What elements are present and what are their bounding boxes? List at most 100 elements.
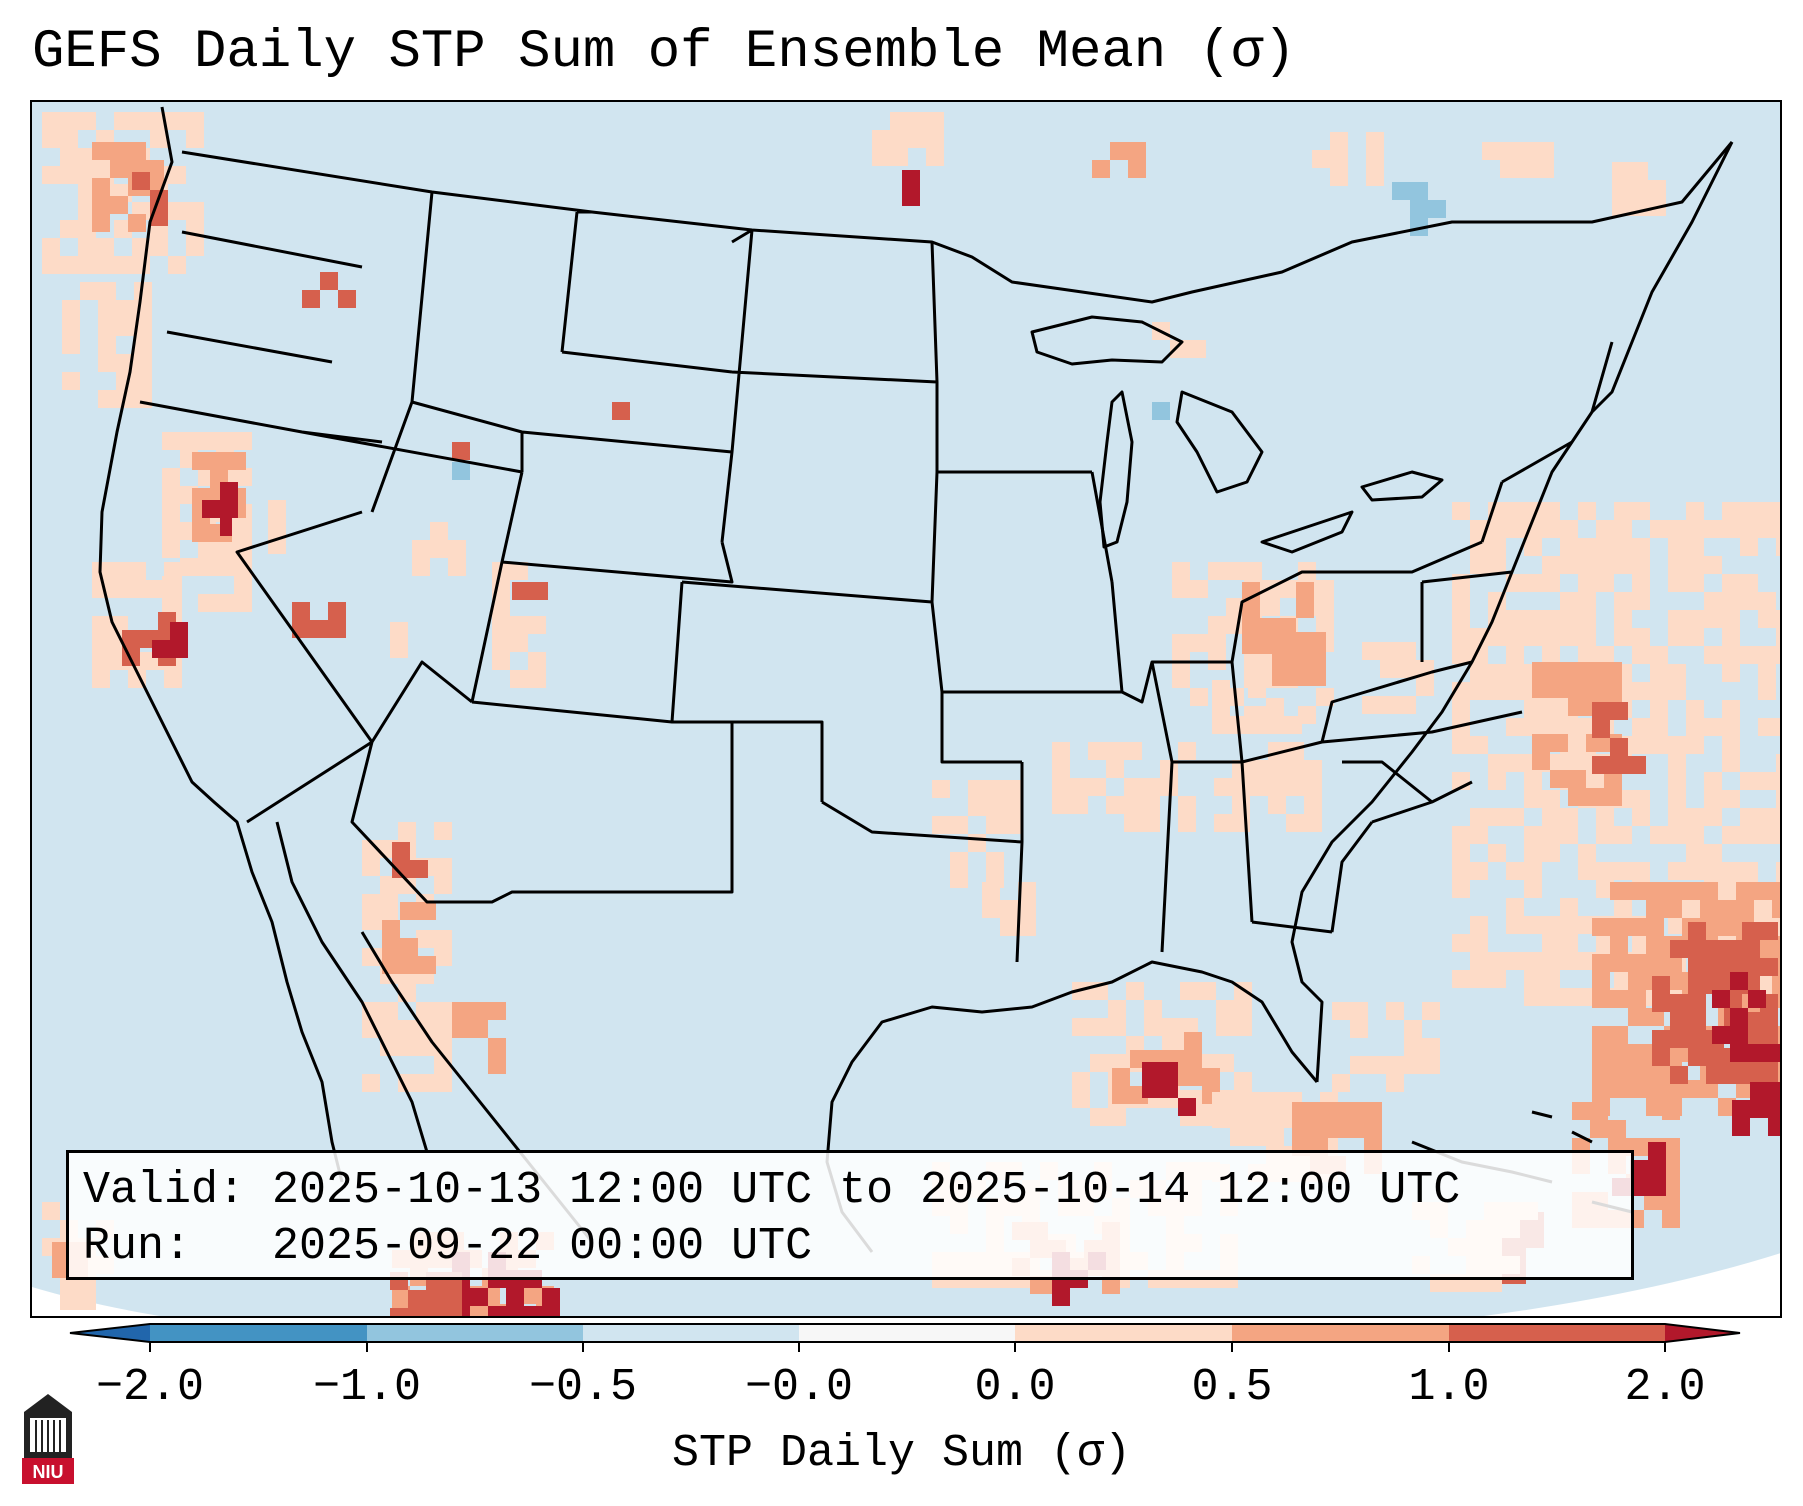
anomaly-cell bbox=[434, 876, 452, 894]
anomaly-cell bbox=[1110, 142, 1128, 160]
anomaly-cell bbox=[42, 1202, 60, 1220]
anomaly-cell bbox=[400, 956, 418, 974]
anomaly-cell bbox=[1542, 988, 1560, 1006]
anomaly-cell bbox=[1304, 778, 1322, 796]
anomaly-cell bbox=[1052, 742, 1070, 760]
anomaly-cell bbox=[1740, 646, 1758, 664]
anomaly-cell bbox=[1250, 760, 1268, 778]
anomaly-cell bbox=[1628, 918, 1646, 936]
anomaly-cell bbox=[1524, 610, 1542, 628]
anomaly-cell bbox=[1740, 538, 1758, 556]
anomaly-cell bbox=[392, 860, 410, 878]
anomaly-cell bbox=[1268, 778, 1286, 796]
anomaly-cell bbox=[982, 882, 1000, 900]
anomaly-cell bbox=[1648, 1160, 1666, 1178]
anomaly-cell bbox=[1668, 556, 1686, 574]
colorbar-tick-label: −1.0 bbox=[312, 1362, 422, 1413]
anomaly-cell bbox=[1686, 718, 1704, 736]
anomaly-cell bbox=[1776, 628, 1780, 646]
anomaly-cell bbox=[1650, 718, 1668, 736]
anomaly-cell bbox=[1560, 916, 1578, 934]
anomaly-cell bbox=[612, 402, 630, 420]
anomaly-cell bbox=[1308, 668, 1326, 686]
anomaly-cell bbox=[1632, 736, 1650, 754]
anomaly-cell bbox=[1216, 1000, 1234, 1018]
anomaly-cell bbox=[1332, 1074, 1350, 1092]
anomaly-cell bbox=[434, 1074, 452, 1092]
anomaly-cell bbox=[1632, 538, 1650, 556]
anomaly-cell bbox=[1646, 900, 1664, 918]
anomaly-cell bbox=[162, 468, 180, 486]
anomaly-cell bbox=[1686, 556, 1704, 574]
map-panel[interactable] bbox=[30, 100, 1782, 1318]
anomaly-cell bbox=[968, 780, 986, 798]
anomaly-cell bbox=[1266, 1128, 1284, 1146]
anomaly-cell bbox=[1592, 1062, 1610, 1080]
anomaly-cell bbox=[452, 1020, 470, 1038]
anomaly-cell bbox=[380, 876, 398, 894]
anomaly-cell bbox=[1610, 936, 1628, 954]
anomaly-cell bbox=[1648, 1142, 1666, 1160]
anomaly-cell bbox=[1108, 1108, 1126, 1126]
anomaly-cell bbox=[1632, 718, 1650, 736]
anomaly-cell bbox=[1004, 798, 1022, 816]
anomaly-cell bbox=[132, 112, 150, 130]
anomaly-cell bbox=[1628, 1044, 1646, 1062]
anomaly-cell bbox=[1578, 502, 1596, 520]
lake-ontario bbox=[1360, 470, 1444, 502]
anomaly-cell bbox=[1316, 688, 1334, 706]
anomaly-cell bbox=[430, 540, 448, 558]
anomaly-cell bbox=[1488, 664, 1506, 682]
anomaly-cell bbox=[98, 336, 116, 354]
anomaly-cell bbox=[1470, 862, 1488, 880]
anomaly-cell bbox=[1628, 972, 1646, 990]
anomaly-cell bbox=[362, 1020, 380, 1038]
anomaly-cell bbox=[1662, 1138, 1680, 1156]
anomaly-cell bbox=[92, 142, 110, 160]
anomaly-cell bbox=[1488, 556, 1506, 574]
anomaly-cell bbox=[902, 170, 920, 188]
anomaly-cell bbox=[1596, 808, 1614, 826]
anomaly-cell bbox=[1604, 662, 1622, 680]
anomaly-cell bbox=[1758, 592, 1776, 610]
anomaly-cell bbox=[506, 1288, 524, 1306]
anomaly-cell bbox=[1190, 634, 1208, 652]
anomaly-cell bbox=[1212, 1110, 1230, 1128]
colorbar-tick-label: 1.0 bbox=[1408, 1362, 1490, 1413]
anomaly-cell bbox=[134, 336, 152, 354]
logo-text: NIU bbox=[33, 1462, 64, 1482]
anomaly-cell bbox=[1226, 562, 1244, 580]
anomaly-cell bbox=[1596, 574, 1614, 592]
anomaly-cell bbox=[198, 558, 216, 576]
anomaly-cell bbox=[1568, 662, 1586, 680]
anomaly-cell bbox=[1646, 1062, 1664, 1080]
anomaly-cell bbox=[382, 938, 400, 956]
anomaly-cell bbox=[1506, 682, 1524, 700]
lake-erie bbox=[1260, 510, 1354, 554]
anomaly-cell bbox=[1488, 754, 1506, 772]
anomaly-cell bbox=[1488, 538, 1506, 556]
anomaly-cell bbox=[1142, 1062, 1160, 1080]
anomaly-cell bbox=[1212, 698, 1230, 716]
anomaly-cell bbox=[1632, 790, 1650, 808]
anomaly-cell bbox=[950, 870, 968, 888]
anomaly-cell bbox=[60, 112, 78, 130]
anomaly-cell bbox=[1106, 760, 1124, 778]
anomaly-cell bbox=[1542, 718, 1560, 736]
anomaly-cell bbox=[444, 1290, 462, 1308]
anomaly-cell bbox=[320, 272, 338, 290]
anomaly-cell bbox=[1776, 772, 1780, 790]
anomaly-cell bbox=[216, 558, 234, 576]
anomaly-cell bbox=[198, 432, 216, 450]
anomaly-cell bbox=[1184, 1068, 1202, 1086]
anomaly-cell bbox=[1614, 610, 1632, 628]
anomaly-cell bbox=[1366, 132, 1384, 150]
colorbar-segment bbox=[1449, 1324, 1665, 1342]
anomaly-cell bbox=[1776, 646, 1780, 664]
anomaly-cell bbox=[302, 290, 320, 308]
anomaly-cell bbox=[78, 1292, 96, 1310]
anomaly-cell bbox=[1688, 1012, 1706, 1030]
anomaly-cell bbox=[1198, 1108, 1216, 1126]
anomaly-cell bbox=[1072, 1072, 1090, 1090]
anomaly-cell bbox=[192, 452, 210, 470]
